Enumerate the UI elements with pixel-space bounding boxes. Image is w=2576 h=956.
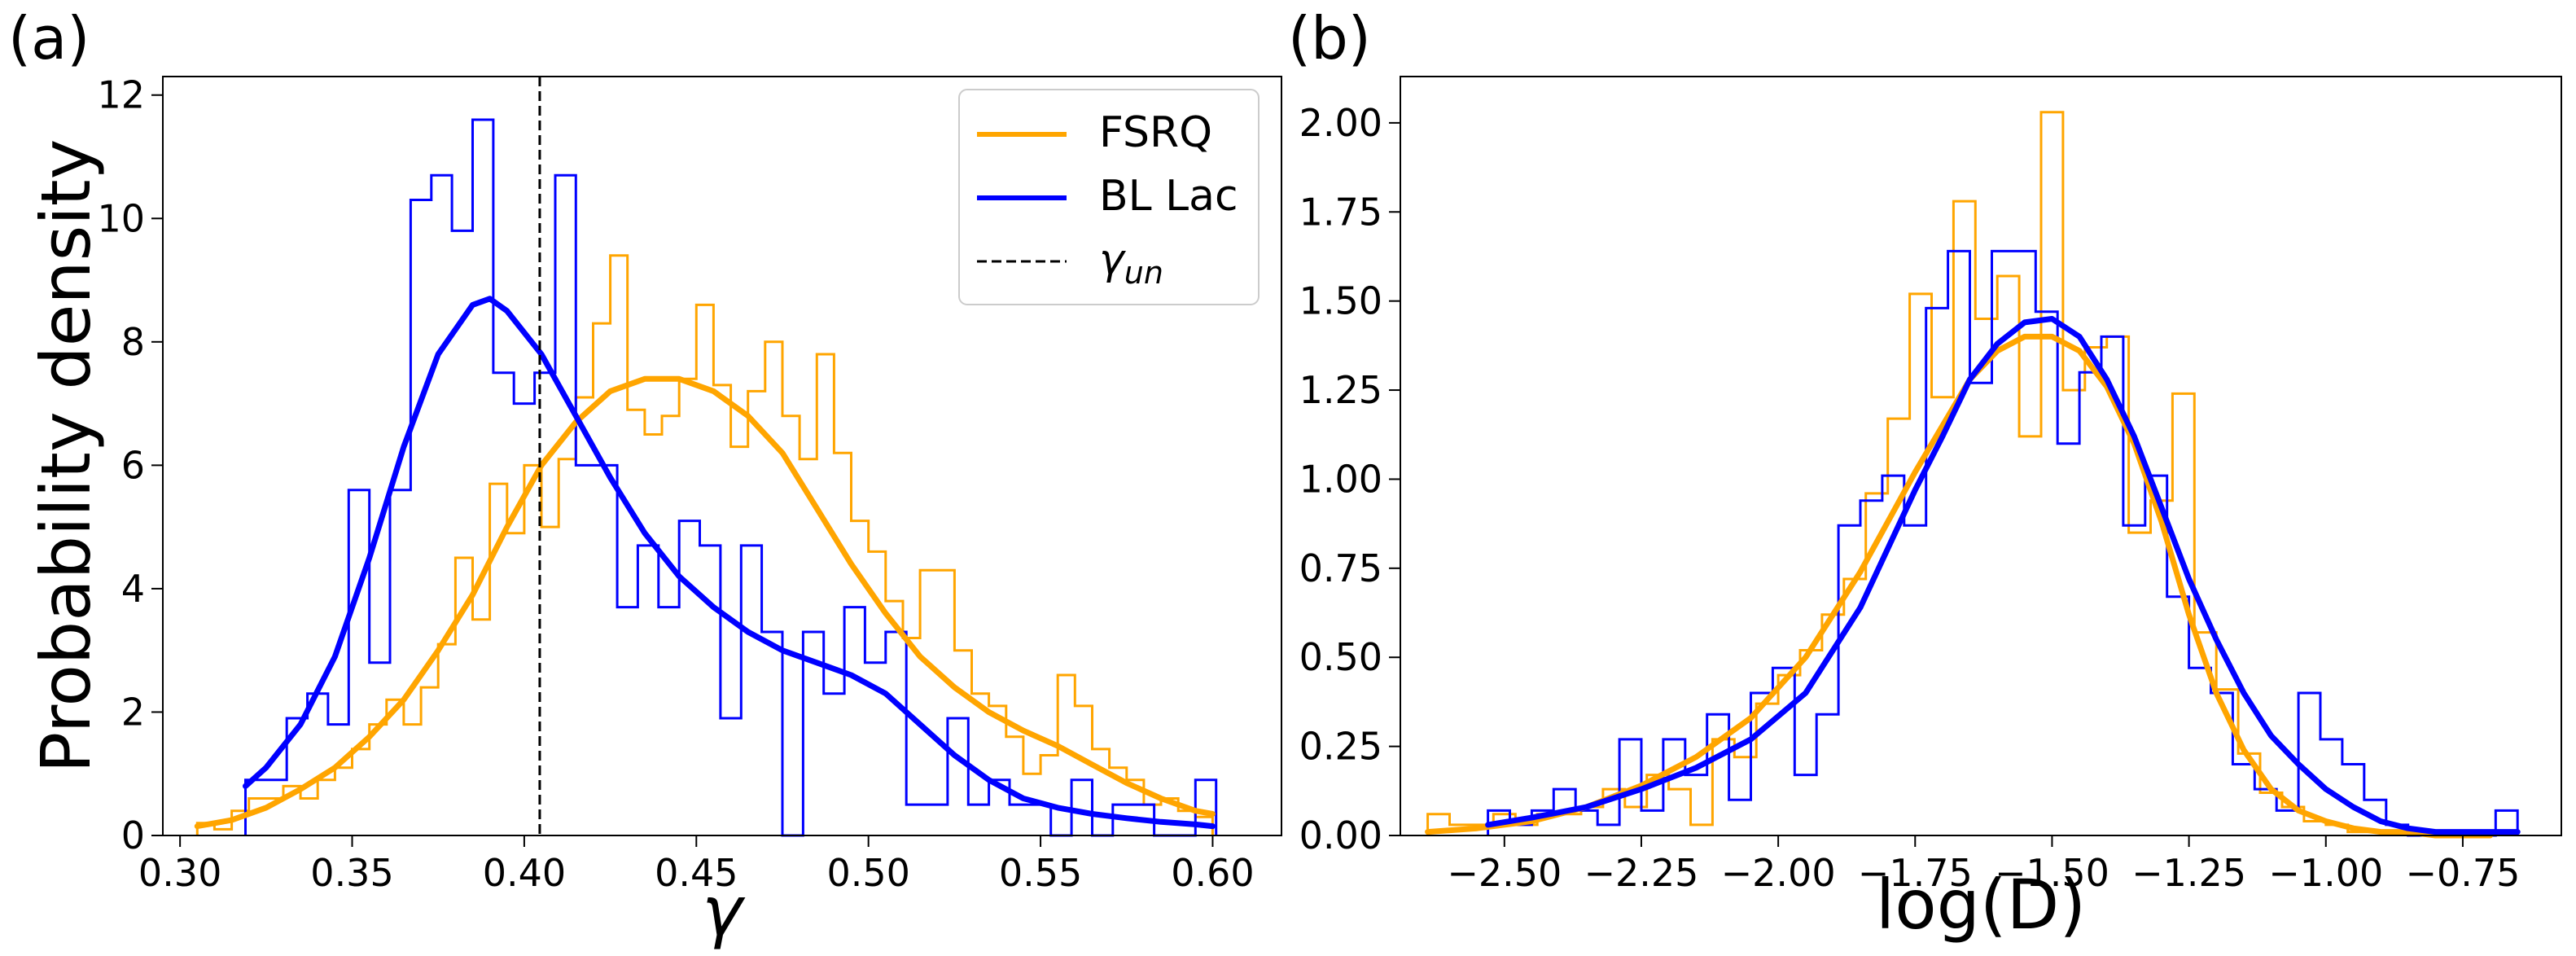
panel-b-x-tick-label: −1.00 [2268,851,2383,895]
panel-a-y-tick-label: 0 [121,813,145,857]
panel-b-fsrq-histogram [1426,111,2458,837]
legend-fsrq-label: FSRQ [1099,108,1212,157]
panel-b: (b) −2.50 −2.25 −2.00 −1.75 −1.50 −1.25 −1.00−… [1288,4,2562,945]
panel-a-y-tick-label: 4 [121,567,145,611]
panel-b-y-tick-label: 1.75 [1299,190,1382,234]
panel-b-y-tick-label: 1.25 [1299,368,1382,412]
panel-b-x-tick-label: −1.50 [1995,851,2109,895]
panel-b-bl-lac-kde-curve [1485,316,2521,835]
panel-a-bl-lac-kde-curve [243,296,1216,830]
legend-bl-lac-label: BL Lac [1099,172,1238,221]
panel-a-plot-area [194,77,1218,837]
panel-a-x-tick-label: 0.35 [310,851,393,895]
panel-a-y-tick-label: 10 [97,196,145,240]
panel-b-y-tick-label: 1.50 [1299,279,1382,323]
panel-b-y-tick-label: 1.00 [1299,457,1382,501]
panel-b-y-tick-label: 0.25 [1299,725,1382,769]
panel-a-x-tick-label: 0.30 [138,851,221,895]
panel-b-y-tick-label: 2.00 [1299,101,1382,145]
panel-b-x-axis-label: log(D) [1876,865,2086,945]
panel-b-x-ticks: −2.50 −2.25 −2.00 −1.75 −1.50 −1.25 −1.00 −0.75 [1447,835,2520,895]
legend-gamma-un-label: γun [1099,235,1163,291]
panel-a: (a) 0.30 0.35 0.40 0.45 0.50 0.55 0.60 0 2 4 6 8 10… [8,4,1282,951]
panel-a-x-tick-label: 0.40 [483,851,566,895]
panel-a-fsrq-kde-curve [194,375,1216,830]
panel-b-y-ticks: 0.00 0.25 0.50 0.75 1.00 1.25 1.50 1.75 2.00 [1299,101,1400,857]
panel-a-y-tick-label: 6 [121,443,145,487]
panel-b-axes-frame [1400,76,2562,836]
panel-a-y-tick-label: 8 [121,320,145,364]
panel-b-y-tick-label: 0.75 [1299,546,1382,590]
panel-b-x-tick-label: −2.25 [1584,851,1698,895]
panel-a-x-tick-label: 0.60 [1171,851,1254,895]
panel-a-y-tick-label: 12 [97,73,145,117]
panel-a-x-tick-label: 0.50 [826,851,909,895]
panel-b-y-tick-label: 0.50 [1299,635,1382,679]
panel-a-x-tick-label: 0.45 [655,851,738,895]
panel-a-y-tick-label: 2 [121,690,145,734]
panel-a-y-ticks: 0 2 4 6 8 10 12 [97,73,163,857]
panel-a-bl-lac-histogram [244,118,1218,837]
panel-label-b: (b) [1288,4,1371,72]
panel-a-y-axis-label: Probability density [26,139,106,774]
legend: FSRQ BL Lac γun [958,89,1260,305]
panel-b-fsrq-kde-curve [1425,333,2494,839]
legend-box [958,89,1260,305]
panel-b-x-tick-label: −1.75 [1858,851,1973,895]
panel-b-plot-area [1425,111,2521,839]
panel-b-x-tick-label: −2.50 [1447,851,1562,895]
panel-a-x-axis-label: γ [702,871,746,951]
legend-gamma-symbol: γ [1099,235,1127,284]
panel-b-x-tick-label: −2.00 [1721,851,1836,895]
panel-b-y-tick-label: 0.00 [1299,813,1382,857]
panel-a-x-ticks: 0.30 0.35 0.40 0.45 0.50 0.55 0.60 [138,835,1255,895]
panel-label-a: (a) [8,4,90,72]
panel-a-axes-frame [162,76,1282,836]
panel-b-bl-lac-histogram [1487,249,2519,837]
panel-b-x-tick-label: −1.25 [2131,851,2246,895]
legend-gamma-subscript: un [1124,255,1163,291]
panel-b-x-tick-label: −0.75 [2405,851,2520,895]
panel-a-x-tick-label: 0.55 [999,851,1082,895]
